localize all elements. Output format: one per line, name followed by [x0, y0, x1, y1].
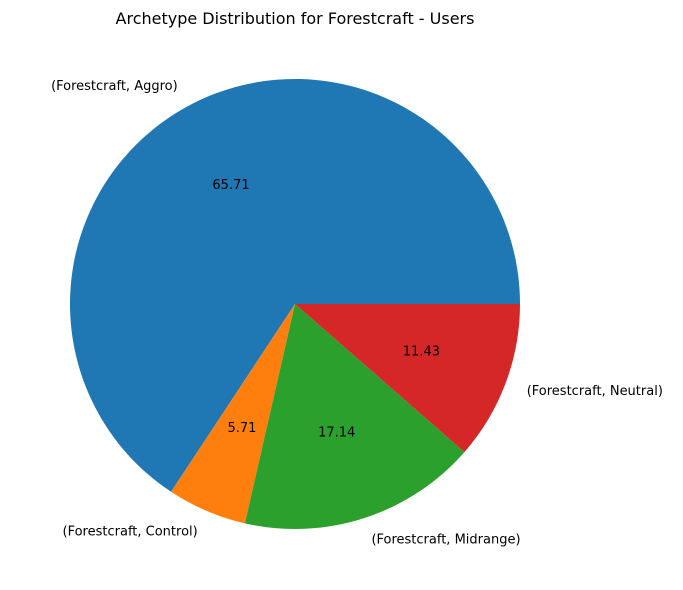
slice-value-label: 5.71 [227, 421, 256, 436]
slice-label: (Forestcraft, Control) [63, 525, 198, 540]
slice-label: (Forestcraft, Aggro) [51, 79, 178, 94]
pie-labels: (Forestcraft, Aggro) 65.71 (Forestcraft, C… [51, 79, 663, 547]
slice-label: (Forestcraft, Midrange) [371, 532, 520, 547]
slice-value-label: 17.14 [318, 425, 355, 440]
pie-slice [295, 304, 520, 453]
slice-label: (Forestcraft, Neutral) [527, 384, 663, 399]
slice-value-label: 11.43 [403, 344, 440, 359]
pie-slice [244, 304, 465, 529]
pie-slices [70, 79, 520, 529]
pie-slice [70, 79, 520, 492]
slice-value-label: 65.71 [212, 178, 249, 193]
pie-slice [171, 304, 295, 524]
chart-title: Archetype Distribution for Forestcraft -… [116, 9, 475, 28]
